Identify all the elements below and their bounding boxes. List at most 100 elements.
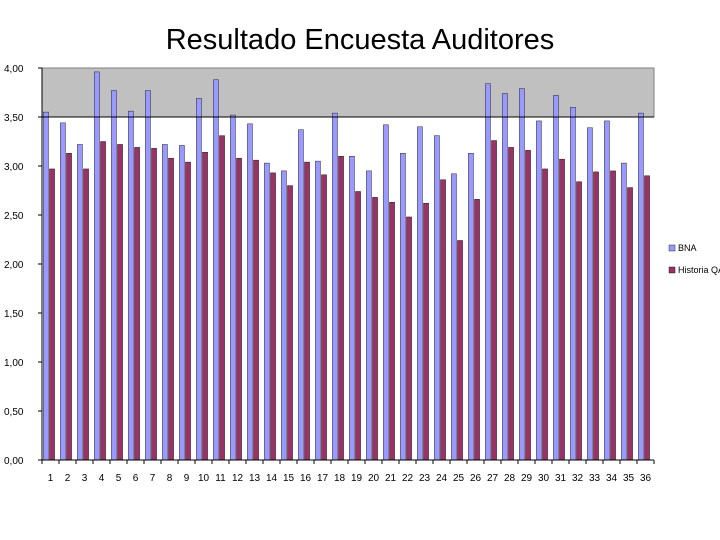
bar-historia-qa-23 — [423, 203, 429, 461]
bar-historia-qa-2 — [66, 153, 72, 461]
bar-historia-qa-25 — [457, 240, 463, 461]
bar-bna-28 — [502, 93, 508, 461]
x-tick-label: 25 — [453, 473, 465, 484]
bar-bna-29 — [519, 88, 525, 461]
bar-bna-1 — [43, 111, 49, 461]
bar-bna-14 — [264, 162, 270, 461]
bar-historia-qa-34 — [610, 170, 616, 461]
bar-historia-qa-21 — [389, 202, 395, 461]
x-tick-label: 30 — [538, 473, 550, 484]
x-tick-label: 29 — [521, 473, 533, 484]
x-tick-label: 14 — [266, 473, 278, 484]
x-tick-label: 8 — [167, 473, 173, 484]
x-tick-label: 11 — [215, 473, 226, 484]
x-tick-label: 22 — [402, 473, 414, 484]
bar-bna-2 — [60, 122, 66, 461]
bar-historia-qa-11 — [219, 135, 225, 461]
y-tick-label: 0,50 — [4, 407, 24, 418]
x-tick-label: 33 — [589, 473, 601, 484]
x-tick-label: 20 — [368, 473, 380, 484]
bar-bna-9 — [179, 145, 185, 461]
y-tick-label: 3,00 — [4, 162, 24, 173]
bar-historia-qa-26 — [474, 199, 480, 461]
y-tick-label: 0,00 — [4, 456, 24, 467]
x-tick-label: 21 — [385, 473, 397, 484]
legend-label-historia-qa: Historia QA — [678, 265, 720, 275]
x-tick-label: 17 — [317, 473, 329, 484]
bar-bna-16 — [298, 129, 304, 461]
bar-historia-qa-5 — [117, 144, 123, 461]
bar-historia-qa-19 — [355, 191, 361, 461]
bar-bna-27 — [485, 83, 491, 461]
x-tick-label: 16 — [300, 473, 312, 484]
bar-bna-24 — [434, 135, 440, 461]
bar-historia-qa-17 — [321, 174, 327, 461]
x-tick-label: 15 — [283, 473, 295, 484]
bar-historia-qa-14 — [270, 172, 276, 461]
bar-historia-qa-28 — [508, 147, 514, 461]
bar-bna-3 — [77, 144, 83, 461]
bar-historia-qa-10 — [202, 152, 208, 461]
y-tick-label: 1,50 — [4, 309, 24, 320]
x-tick-label: 35 — [623, 473, 635, 484]
bar-historia-qa-16 — [304, 161, 310, 461]
x-tick-label: 27 — [487, 473, 499, 484]
x-tick-label: 32 — [572, 473, 584, 484]
bar-bna-26 — [468, 153, 474, 461]
x-tick-label: 23 — [419, 473, 431, 484]
chart-title: Resultado Encuesta Auditores — [165, 24, 555, 56]
x-tick-label: 3 — [82, 473, 88, 484]
bar-bna-11 — [213, 79, 219, 461]
bar-bna-32 — [570, 106, 576, 461]
x-tick-label: 10 — [198, 473, 210, 484]
bar-historia-qa-33 — [593, 171, 599, 461]
bar-bna-13 — [247, 123, 253, 461]
x-tick-label: 4 — [99, 473, 105, 484]
x-tick-label: 26 — [470, 473, 482, 484]
bar-bna-35 — [621, 162, 627, 461]
bar-bna-12 — [230, 114, 236, 461]
x-tick-label: 5 — [116, 473, 122, 484]
bar-bna-19 — [349, 155, 355, 461]
x-tick-label: 34 — [606, 473, 618, 484]
x-tick-label: 12 — [232, 473, 244, 484]
y-tick-label: 2,00 — [4, 260, 24, 271]
bar-bna-15 — [281, 170, 287, 461]
bar-bna-10 — [196, 98, 202, 461]
x-tick-label: 6 — [133, 473, 139, 484]
legend-swatch-historia-qa — [668, 266, 676, 274]
bar-bna-25 — [451, 173, 457, 461]
bar-historia-qa-29 — [525, 150, 531, 461]
bar-historia-qa-9 — [185, 161, 191, 461]
y-tick-label: 2,50 — [4, 211, 24, 222]
bar-historia-qa-7 — [151, 148, 157, 461]
bar-historia-qa-30 — [542, 168, 548, 461]
legend-label-bna: BNA — [678, 243, 697, 253]
bar-bna-17 — [315, 160, 321, 461]
bar-bna-6 — [128, 110, 134, 461]
bar-bna-18 — [332, 112, 338, 461]
x-tick-label: 18 — [334, 473, 346, 484]
x-tick-label: 28 — [504, 473, 516, 484]
y-tick-label: 1,00 — [4, 358, 24, 369]
bar-historia-qa-18 — [338, 155, 344, 461]
x-tick-label: 7 — [150, 473, 156, 484]
x-tick-label: 31 — [555, 473, 567, 484]
bar-bna-4 — [94, 71, 100, 461]
bar-historia-qa-13 — [253, 159, 259, 461]
bar-historia-qa-8 — [168, 157, 174, 461]
y-tick-label: 4,00 — [4, 64, 24, 75]
bar-historia-qa-20 — [372, 197, 378, 461]
x-tick-label: 19 — [351, 473, 363, 484]
bar-historia-qa-36 — [644, 175, 650, 461]
bar-historia-qa-22 — [406, 216, 412, 461]
bar-historia-qa-31 — [559, 158, 565, 461]
bar-historia-qa-6 — [134, 147, 140, 461]
legend-swatch-bna — [668, 244, 676, 252]
y-tick-label: 3,50 — [4, 113, 24, 124]
x-tick-label: 2 — [65, 473, 71, 484]
bar-bna-36 — [638, 112, 644, 461]
bar-bna-22 — [400, 153, 406, 461]
bar-historia-qa-3 — [83, 168, 89, 461]
